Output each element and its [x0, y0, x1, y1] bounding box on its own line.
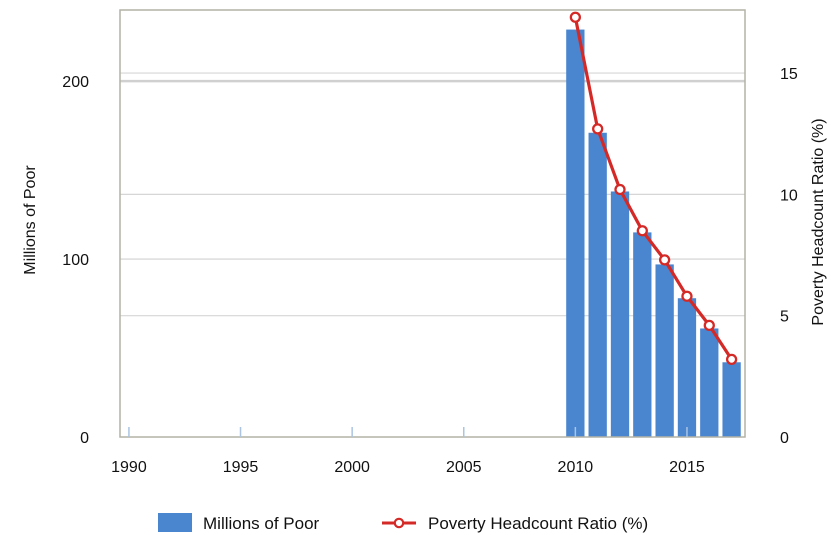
y-axis-right-title: Poverty Headcount Ratio (%): [810, 118, 827, 325]
ratio-line: [569, 11, 738, 366]
ratio-point-2014: [658, 254, 671, 266]
ratio-point-2016: [703, 319, 715, 332]
x-tick-label-2015: 2015: [669, 459, 705, 476]
ratio-point-2013: [636, 225, 648, 237]
ratio-point-2015: [681, 290, 693, 302]
y2-tick-label-10: 10: [780, 187, 798, 204]
ratio-point-2017: [725, 353, 738, 366]
x-tick-label-2010: 2010: [558, 459, 594, 476]
bar-2015: [677, 298, 697, 437]
x-axis: 1990 1995 2000 2005 2010 2015: [111, 427, 705, 476]
bar-2013: [633, 232, 652, 437]
bar-2014: [655, 264, 674, 437]
y2-tick-label-15: 15: [780, 66, 798, 83]
y-tick-label-0: 0: [80, 430, 89, 447]
y-tick-label-100: 100: [62, 252, 89, 269]
legend-label-line: Poverty Headcount Ratio (%): [428, 514, 648, 533]
y-axis-left: 0 100 200: [62, 74, 89, 447]
x-tick-label-2005: 2005: [446, 459, 482, 476]
bar-2012: [610, 191, 630, 437]
plot-frame: [119, 9, 746, 438]
ratio-point-2010: [569, 11, 582, 23]
y-axis-right: 0 5 10 15: [780, 66, 798, 447]
ratio-point-2011: [592, 123, 604, 135]
x-tick-label-1995: 1995: [223, 459, 259, 476]
legend-swatch-marker: [393, 517, 405, 529]
ratio-line-path: [573, 16, 733, 361]
legend: Millions of Poor Poverty Headcount Ratio…: [158, 513, 648, 533]
bars: [566, 29, 741, 438]
bar-2010: [566, 29, 585, 438]
bar-2016: [700, 328, 719, 437]
bar-2011: [588, 132, 607, 437]
y-tick-label-200: 200: [62, 74, 89, 91]
ratio-point-2012: [614, 183, 626, 196]
legend-swatch-bar: [158, 513, 192, 532]
x-tick-label-2000: 2000: [334, 459, 370, 476]
y2-tick-label-0: 0: [780, 430, 789, 447]
bar-2017: [722, 362, 741, 437]
y2-tick-label-5: 5: [780, 309, 789, 326]
y-axis-left-title: Millions of Poor: [22, 165, 39, 275]
legend-label-bar: Millions of Poor: [203, 514, 320, 533]
x-tick-label-1990: 1990: [111, 459, 147, 476]
